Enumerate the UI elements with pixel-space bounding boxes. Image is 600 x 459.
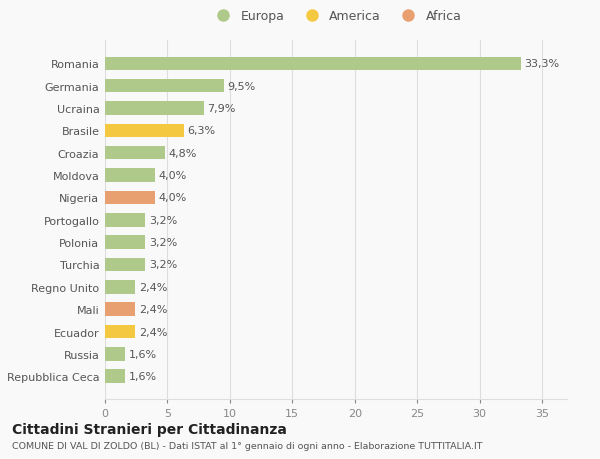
Bar [105, 369, 125, 383]
Legend: Europa, America, Africa: Europa, America, Africa [205, 5, 467, 28]
Text: 3,2%: 3,2% [149, 260, 177, 270]
Text: 3,2%: 3,2% [149, 238, 177, 247]
Bar [105, 124, 184, 138]
Bar [105, 147, 165, 160]
Bar [105, 303, 135, 316]
Bar [105, 191, 155, 205]
Text: COMUNE DI VAL DI ZOLDO (BL) - Dati ISTAT al 1° gennaio di ogni anno - Elaborazio: COMUNE DI VAL DI ZOLDO (BL) - Dati ISTAT… [12, 441, 482, 450]
Text: 4,0%: 4,0% [158, 171, 187, 181]
Text: 33,3%: 33,3% [524, 59, 560, 69]
Text: 9,5%: 9,5% [227, 82, 256, 91]
Text: 4,8%: 4,8% [169, 148, 197, 158]
Text: 7,9%: 7,9% [208, 104, 236, 114]
Bar [105, 102, 203, 116]
Bar [105, 169, 155, 182]
Bar [105, 236, 145, 249]
Text: 1,6%: 1,6% [129, 349, 157, 359]
Bar [105, 80, 224, 93]
Bar [105, 57, 521, 71]
Text: Cittadini Stranieri per Cittadinanza: Cittadini Stranieri per Cittadinanza [12, 422, 287, 436]
Text: 2,4%: 2,4% [139, 282, 167, 292]
Bar [105, 258, 145, 272]
Text: 4,0%: 4,0% [158, 193, 187, 203]
Text: 1,6%: 1,6% [129, 371, 157, 381]
Text: 2,4%: 2,4% [139, 327, 167, 337]
Text: 6,3%: 6,3% [187, 126, 215, 136]
Bar [105, 347, 125, 361]
Text: 3,2%: 3,2% [149, 215, 177, 225]
Bar [105, 280, 135, 294]
Bar [105, 325, 135, 338]
Text: 2,4%: 2,4% [139, 304, 167, 314]
Bar [105, 213, 145, 227]
